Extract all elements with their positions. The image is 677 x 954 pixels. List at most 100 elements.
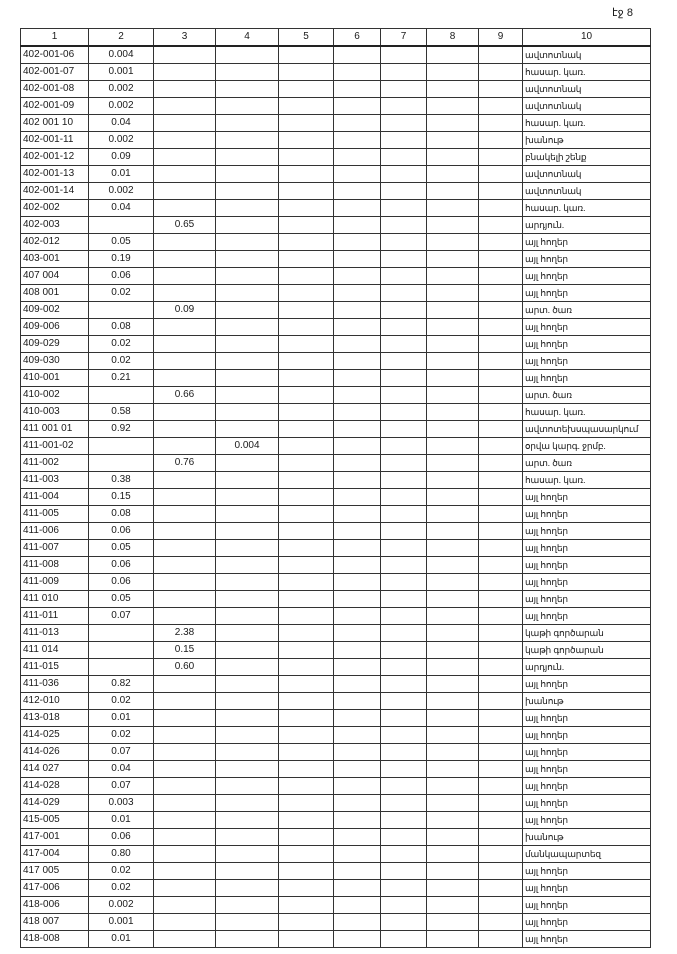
cell-area-col3 [153, 505, 216, 523]
cell-col9 [478, 913, 523, 931]
table-row: 417-006 0.02 այլ հողեր [20, 879, 651, 897]
cell-area-col2: 0.04 [88, 199, 154, 217]
cell-col5 [278, 369, 334, 387]
cell-area-col3 [153, 726, 216, 744]
cell-area-col3: 0.65 [153, 216, 216, 234]
cell-land-use: հասար. կառ. [522, 63, 651, 81]
cell-col7 [380, 505, 427, 523]
cell-land-use: արտ. ծառ [522, 454, 651, 472]
cell-col9 [478, 267, 523, 285]
cell-col7 [380, 216, 427, 234]
cell-area-col4 [215, 318, 279, 336]
cell-col9 [478, 148, 523, 166]
cell-area-col4 [215, 216, 279, 234]
table-row: 414 027 0.04 այլ հողեր [20, 760, 651, 778]
cell-col5 [278, 45, 334, 64]
cell-area-col2 [88, 386, 154, 404]
cell-parcel-code: 414-028 [20, 777, 89, 795]
cell-col7 [380, 522, 427, 540]
cell-area-col3 [153, 692, 216, 710]
cell-col8 [426, 896, 479, 914]
cell-col6 [333, 590, 381, 608]
cell-col9 [478, 45, 523, 64]
cell-area-col4 [215, 624, 279, 642]
table-row: 411-007 0.05 այլ հողեր [20, 539, 651, 557]
cell-col5 [278, 505, 334, 523]
cell-col6 [333, 182, 381, 200]
cell-parcel-code: 418-008 [20, 930, 89, 948]
cell-area-col4 [215, 284, 279, 302]
cell-col6 [333, 913, 381, 931]
cell-parcel-code: 414-025 [20, 726, 89, 744]
cell-land-use: այլ հողեր [522, 879, 651, 897]
cell-area-col4 [215, 726, 279, 744]
cell-col6 [333, 811, 381, 829]
table-row: 402-001-12 0.09 բնակելի շենք [20, 148, 651, 166]
cell-area-col3 [153, 828, 216, 846]
cell-col8 [426, 148, 479, 166]
cell-col8 [426, 335, 479, 353]
cell-col6 [333, 777, 381, 795]
cell-col7 [380, 471, 427, 489]
cell-area-col2: 0.01 [88, 811, 154, 829]
cell-land-use: խանութ [522, 131, 651, 149]
cell-col9 [478, 352, 523, 370]
cell-area-col4 [215, 386, 279, 404]
cell-land-use: ավտոտնակ [522, 165, 651, 183]
cell-area-col3 [153, 352, 216, 370]
cell-land-use: արդյուն. [522, 658, 651, 676]
cell-parcel-code: 418 007 [20, 913, 89, 931]
cell-col5 [278, 335, 334, 353]
cell-area-col4 [215, 148, 279, 166]
cell-area-col3 [153, 777, 216, 795]
cell-col7 [380, 828, 427, 846]
cell-land-use: այլ հողեր [522, 726, 651, 744]
cell-area-col4 [215, 913, 279, 931]
cell-land-use: այլ հողեր [522, 335, 651, 353]
cell-col6 [333, 879, 381, 897]
cell-col5 [278, 318, 334, 336]
cell-area-col4 [215, 199, 279, 217]
cell-col7 [380, 658, 427, 676]
cell-area-col3 [153, 63, 216, 81]
table-row: 411-001-02 0.004 օրվա կարգ. ջրմբ. [20, 437, 651, 455]
cell-col6 [333, 641, 381, 659]
cell-parcel-code: 411-005 [20, 505, 89, 523]
cell-area-col3 [153, 573, 216, 591]
cell-area-col2: 0.02 [88, 726, 154, 744]
cell-col5 [278, 97, 334, 115]
cell-col7 [380, 318, 427, 336]
cell-col6 [333, 386, 381, 404]
cell-col9 [478, 471, 523, 489]
cell-area-col3 [153, 845, 216, 863]
cell-area-col4 [215, 454, 279, 472]
cell-area-col4 [215, 709, 279, 727]
cell-parcel-code: 411-006 [20, 522, 89, 540]
cell-col6 [333, 403, 381, 421]
cell-land-use: ավտոտնակ [522, 97, 651, 115]
table-row: 409-030 0.02 այլ հողեր [20, 352, 651, 370]
cell-area-col2: 0.002 [88, 97, 154, 115]
cell-area-col4 [215, 182, 279, 200]
cell-col8 [426, 794, 479, 812]
cell-parcel-code: 411-009 [20, 573, 89, 591]
cell-area-col4 [215, 522, 279, 540]
cell-area-col4 [215, 267, 279, 285]
cell-area-col3 [153, 284, 216, 302]
table-row: 407 004 0.06 այլ հողեր [20, 267, 651, 285]
cell-area-col2: 0.06 [88, 556, 154, 574]
cell-col6 [333, 573, 381, 591]
cell-col8 [426, 454, 479, 472]
cell-col9 [478, 641, 523, 659]
cell-parcel-code: 411-015 [20, 658, 89, 676]
cell-col5 [278, 556, 334, 574]
cell-col5 [278, 352, 334, 370]
cell-col8 [426, 284, 479, 302]
cell-col8 [426, 726, 479, 744]
cell-col8 [426, 369, 479, 387]
cell-col8 [426, 505, 479, 523]
column-header-4: 4 [215, 28, 279, 47]
cell-area-col2 [88, 624, 154, 642]
cell-area-col4 [215, 556, 279, 574]
cell-col5 [278, 199, 334, 217]
